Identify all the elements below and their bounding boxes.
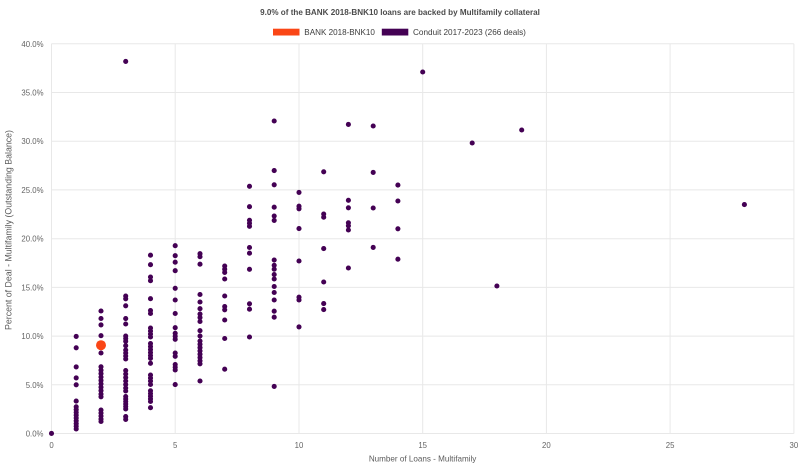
svg-text:25: 25 bbox=[666, 441, 675, 450]
svg-text:5.0%: 5.0% bbox=[26, 381, 44, 390]
svg-text:15: 15 bbox=[418, 441, 427, 450]
svg-text:40.0%: 40.0% bbox=[21, 40, 43, 49]
svg-text:20.0%: 20.0% bbox=[21, 235, 43, 244]
svg-text:20: 20 bbox=[542, 441, 551, 450]
svg-text:9.0% of the BANK 2018-BNK10 lo: 9.0% of the BANK 2018-BNK10 loans are ba… bbox=[260, 8, 540, 17]
svg-text:30: 30 bbox=[790, 441, 799, 450]
svg-text:0.0%: 0.0% bbox=[26, 430, 44, 439]
svg-text:10.0%: 10.0% bbox=[21, 332, 43, 341]
svg-text:15.0%: 15.0% bbox=[21, 283, 43, 292]
svg-text:0: 0 bbox=[49, 441, 54, 450]
svg-text:25.0%: 25.0% bbox=[21, 186, 43, 195]
svg-text:Conduit 2017-2023 (266 deals): Conduit 2017-2023 (266 deals) bbox=[413, 28, 526, 37]
svg-text:BANK 2018-BNK10: BANK 2018-BNK10 bbox=[304, 28, 375, 37]
svg-text:5: 5 bbox=[173, 441, 178, 450]
svg-text:35.0%: 35.0% bbox=[21, 89, 43, 98]
svg-text:30.0%: 30.0% bbox=[21, 137, 43, 146]
svg-text:10: 10 bbox=[295, 441, 304, 450]
svg-text:Number of Loans - Multifamily: Number of Loans - Multifamily bbox=[369, 455, 477, 464]
svg-text:Percent of Deal - Multifamily: Percent of Deal - Multifamily (Outstandi… bbox=[4, 130, 14, 330]
